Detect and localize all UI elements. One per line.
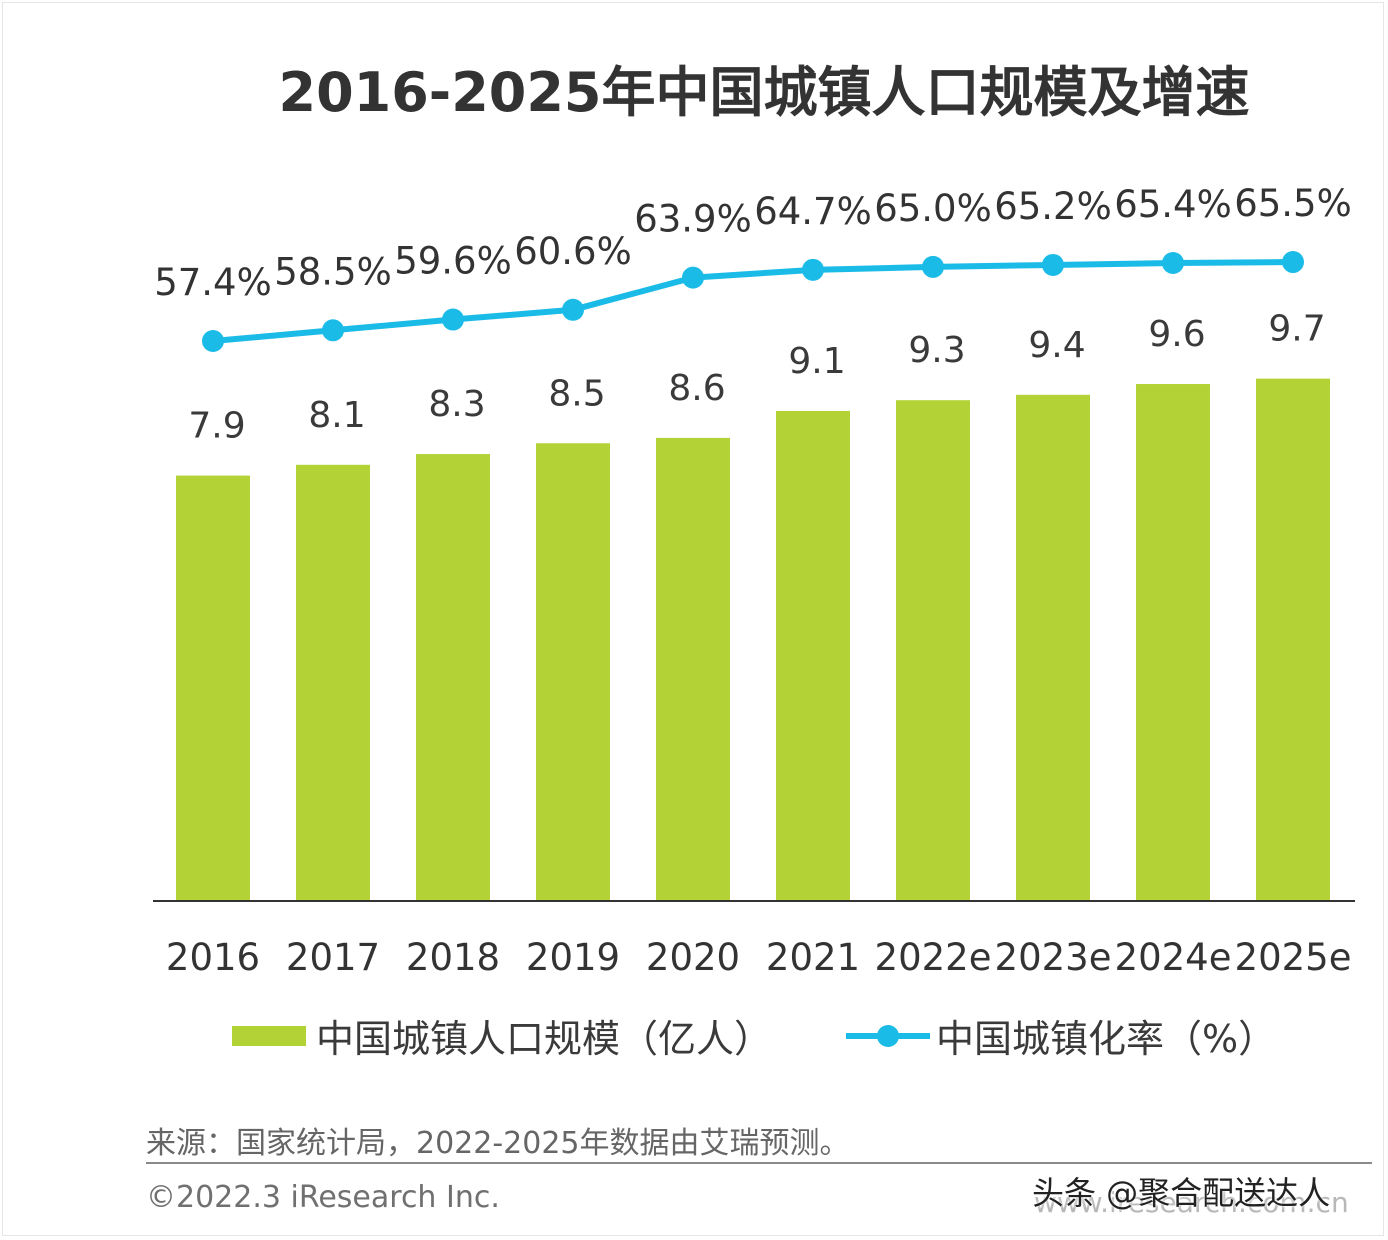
bar-value-label: 8.1	[308, 395, 365, 436]
bar-2021	[776, 410, 850, 901]
bar-value-label: 9.1	[788, 341, 845, 382]
line-point-2016	[202, 330, 224, 352]
bar-value-label: 9.4	[1028, 325, 1085, 366]
line-point-2024e	[1162, 252, 1184, 274]
x-tick-label: 2018	[406, 936, 500, 979]
bar-2023e	[1016, 394, 1090, 901]
watermark-url: www.iresearch.com.cn	[1034, 1186, 1349, 1219]
legend-item-line: 中国城镇化率（%）	[846, 1008, 1276, 1063]
line-value-label: 60.6%	[514, 230, 632, 273]
x-tick-label: 2025e	[1235, 936, 1352, 979]
bar-2020	[656, 437, 730, 901]
line-value-label: 65.5%	[1234, 182, 1352, 225]
x-tick-label: 2020	[646, 936, 740, 979]
line-point-2020	[682, 266, 704, 289]
bar-2024e	[1136, 384, 1210, 901]
chart-plot: 7.9 8.1 8.3 8.5 8.6 9.1 9.3 9.4 9.6 9.7 2016 2017 20…	[153, 182, 1355, 979]
line-value-label: 63.9%	[634, 198, 752, 241]
legend-item-bar: 中国城镇人口规模（亿人）	[232, 1008, 772, 1063]
line-point-2019	[562, 298, 584, 321]
bar-value-label: 8.6	[668, 368, 725, 409]
line-value-label: 65.0%	[874, 187, 992, 230]
x-tick-label: 2023e	[995, 936, 1112, 979]
chart-title: 2016-2025年中国城镇人口规模及增速	[278, 61, 1250, 124]
line-value-label: 64.7%	[754, 190, 872, 233]
x-tick-label: 2016	[166, 936, 260, 979]
watermark-text: 头条 @聚合配送达人	[1032, 1174, 1331, 1212]
bar-value-label: 7.9	[188, 406, 245, 447]
bar-value-label: 8.3	[428, 384, 485, 425]
line-point-2021	[802, 258, 824, 281]
x-tick-label: 2019	[526, 936, 620, 979]
bar-2022e	[896, 400, 970, 901]
legend-line-swatch	[846, 1024, 930, 1047]
legend-bar-label: 中国城镇人口规模（亿人）	[316, 1017, 773, 1061]
bar-2017	[296, 464, 370, 901]
x-tick-label: 2021	[766, 936, 860, 979]
line-value-label: 57.4%	[154, 261, 272, 304]
legend-line-label: 中国城镇化率（%）	[936, 1017, 1277, 1061]
x-tick-label: 2017	[286, 936, 380, 979]
line-value-label: 65.2%	[994, 185, 1112, 228]
x-tick-label: 2024e	[1115, 936, 1232, 979]
line-point-2018	[442, 308, 464, 331]
line-value-label: 58.5%	[274, 250, 392, 293]
line-value-label: 65.4%	[1114, 183, 1232, 226]
bar-2019	[536, 443, 610, 901]
bar-2025e	[1256, 378, 1330, 901]
line-point-2025e	[1282, 251, 1304, 274]
source-note: 来源：国家统计局，2022-2025年数据由艾瑞预测。	[146, 1126, 850, 1161]
line-value-label: 59.6%	[394, 240, 512, 283]
footer-divider	[146, 1162, 1372, 1164]
bar-value-label: 9.3	[908, 330, 965, 371]
bar-value-label: 8.5	[548, 373, 605, 414]
bar-2016	[176, 475, 250, 901]
bar-2018	[416, 454, 490, 901]
line-point-2017	[322, 319, 344, 342]
bar-value-label: 9.7	[1268, 309, 1325, 350]
line-point-2022e	[922, 255, 944, 278]
x-tick-label: 2022e	[875, 936, 992, 979]
line-point-2023e	[1042, 253, 1064, 276]
bar-value-label: 9.6	[1148, 314, 1205, 355]
line-series-urbanization-rate	[210, 259, 1296, 344]
copyright-text: ©2022.3 iResearch Inc.	[146, 1180, 500, 1215]
legend-bar-swatch	[232, 1025, 306, 1046]
